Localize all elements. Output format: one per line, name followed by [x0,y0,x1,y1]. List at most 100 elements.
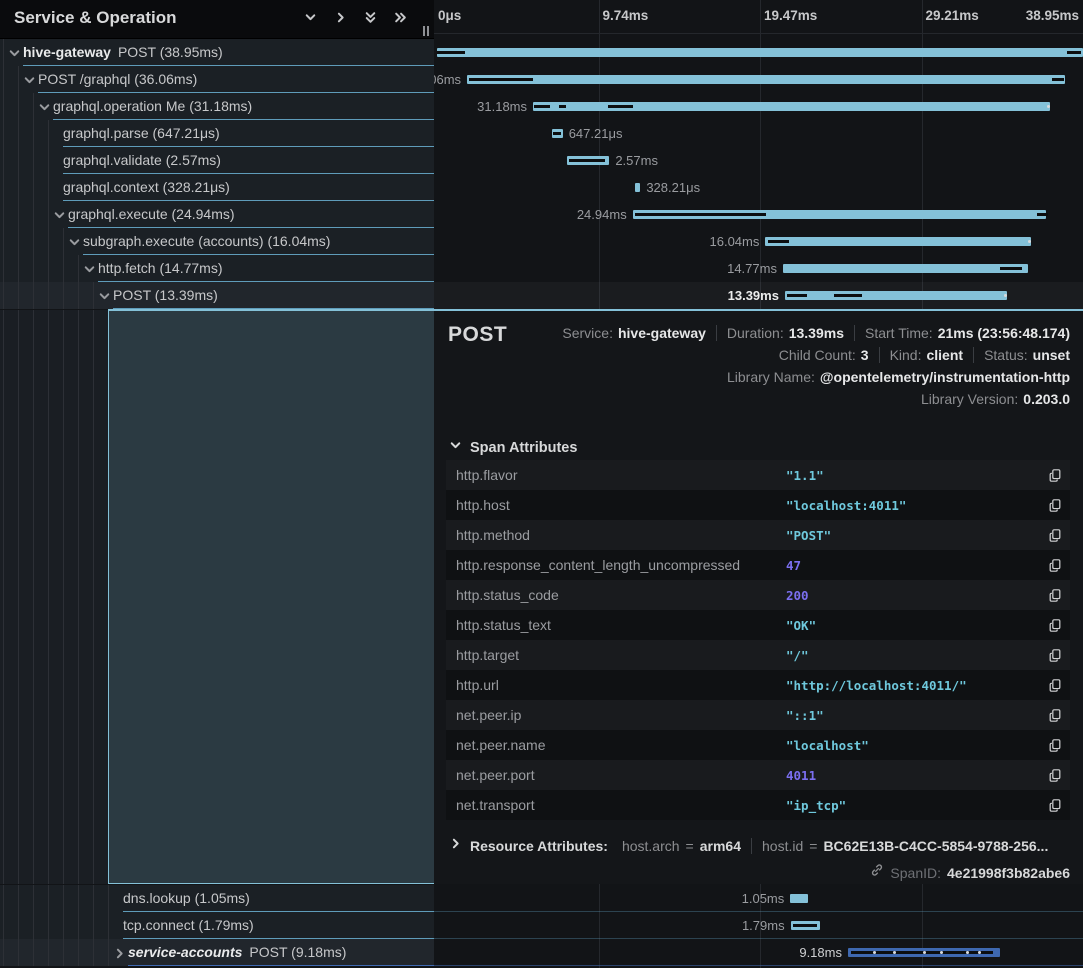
span-row[interactable]: subgraph.execute (accounts) (16.04ms) 16.… [0,228,1083,255]
attribute-row: http.url"http://localhost:4011/" [446,670,1070,700]
span-name: POST (13.39ms) [113,282,218,309]
duration-bar[interactable] [567,156,610,165]
span-row-name-cell[interactable]: hive-gatewayPOST (38.95ms) [0,39,434,66]
span-row-name-cell[interactable]: graphql.context (328.21μs) [0,174,434,201]
attribute-row: net.peer.port4011 [446,760,1070,790]
duration-bar[interactable] [633,210,1047,219]
indent-guide [18,147,19,174]
copy-icon[interactable] [1040,738,1070,753]
column-resize-grip[interactable] [423,26,429,36]
child-span-tick [834,294,861,297]
chevron-down-icon[interactable] [83,263,94,274]
span-row-timeline-cell[interactable]: 24.94ms [434,201,1083,228]
span-name: http.fetch (14.77ms) [98,255,223,282]
span-row-name-cell[interactable]: graphql.parse (647.21μs) [0,120,434,147]
copy-icon[interactable] [1040,498,1070,513]
span-row-timeline-cell[interactable]: 14.77ms [434,255,1083,282]
span-row-name-cell[interactable]: subgraph.execute (accounts) (16.04ms) [0,228,434,255]
duration-bar[interactable] [791,921,821,930]
chevron-right-icon[interactable] [334,11,347,24]
chevron-down-icon[interactable] [68,236,79,247]
indent-guide [33,201,34,228]
attribute-key: http.url [446,677,786,693]
chevron-down-icon[interactable] [8,47,19,58]
span-row[interactable]: tcp.connect (1.79ms)1.79ms [0,912,1083,939]
duration-bar[interactable] [765,237,1031,246]
span-row-name-cell[interactable]: graphql.validate (2.57ms) [0,147,434,174]
attribute-row: http.status_text"OK" [446,610,1070,640]
span-row[interactable]: graphql.validate (2.57ms)2.57ms [0,147,1083,174]
span-row-name-cell[interactable]: tcp.connect (1.79ms) [0,912,434,939]
chevron-down-icon[interactable] [38,101,49,112]
span-row-name-cell[interactable]: POST (13.39ms) [0,282,434,309]
span-attributes-header[interactable]: Span Attributes [449,439,577,456]
duration-bar[interactable] [552,129,563,138]
copy-icon[interactable] [1040,588,1070,603]
span-row-timeline-cell[interactable]: 9.18ms [434,939,1083,966]
span-row[interactable]: POST (13.39ms) 13.39ms [0,282,1083,309]
indent-guide [3,282,4,309]
span-row-timeline-cell[interactable]: 16.04ms [434,228,1083,255]
span-row[interactable]: graphql.operation Me (31.18ms)31.18ms [0,93,1083,120]
operation-name: subgraph.execute (accounts) (16.04ms) [83,233,330,249]
resource-attribute-value: arm64 [700,838,741,854]
span-row-timeline-cell[interactable]: 328.21μs [434,174,1083,201]
duration-bar[interactable] [848,948,1000,957]
span-row[interactable]: service-accountsPOST (9.18ms)9.18ms [0,939,1083,966]
span-row[interactable]: graphql.context (328.21μs)328.21μs [0,174,1083,201]
span-row-name-cell[interactable]: graphql.execute (24.94ms) [0,201,434,228]
span-row[interactable]: hive-gatewayPOST (38.95ms) [0,39,1083,66]
span-row-name-cell[interactable]: POST /graphql (36.06ms) [0,66,434,93]
operation-name: dns.lookup (1.05ms) [123,890,250,906]
copy-icon[interactable] [1040,648,1070,663]
span-row-timeline-cell[interactable]: 647.21μs [434,120,1083,147]
span-row-timeline-cell[interactable]: 1.79ms [434,912,1083,939]
meta-label: Service: [562,325,613,341]
span-row-name-cell[interactable]: dns.lookup (1.05ms) [0,885,434,912]
chevron-right-icon[interactable] [113,947,124,958]
double-chevron-right-icon[interactable] [394,11,407,24]
duration-bar[interactable] [790,894,807,903]
span-row-timeline-cell[interactable]: 1.05ms [434,885,1083,912]
duration-bar[interactable] [785,291,1007,300]
chevron-down-icon[interactable] [304,11,317,24]
span-row-timeline-cell[interactable] [434,39,1083,66]
chevron-down-icon[interactable] [53,209,64,220]
copy-icon[interactable] [1040,678,1070,693]
span-row-timeline-cell[interactable]: 2.57ms [434,147,1083,174]
span-row-name-cell[interactable]: http.fetch (14.77ms) [0,255,434,282]
duration-bar[interactable] [783,264,1028,273]
double-chevron-down-icon[interactable] [364,11,377,24]
copy-icon[interactable] [1040,468,1070,483]
span-row-timeline-cell[interactable]: 36.06ms [434,66,1083,93]
span-row[interactable]: POST /graphql (36.06ms)36.06ms [0,66,1083,93]
span-row-name-cell[interactable]: graphql.operation Me (31.18ms) [0,93,434,120]
duration-bar[interactable] [437,48,1083,57]
duration-bar[interactable] [533,102,1050,111]
span-row-timeline-cell[interactable]: 31.18ms [434,93,1083,120]
copy-icon[interactable] [1040,798,1070,813]
copy-icon[interactable] [1040,708,1070,723]
copy-icon[interactable] [1040,558,1070,573]
span-row-name-cell[interactable]: service-accountsPOST (9.18ms) [0,939,434,966]
duration-bar[interactable] [467,75,1065,84]
indent-guide [3,912,4,939]
chevron-down-icon[interactable] [23,74,34,85]
span-row[interactable]: graphql.parse (647.21μs)647.21μs [0,120,1083,147]
copy-icon[interactable] [1040,618,1070,633]
indent-guide [48,255,49,282]
copy-icon[interactable] [1040,768,1070,783]
span-row[interactable]: http.fetch (14.77ms) 14.77ms [0,255,1083,282]
indent-guide [48,201,49,228]
duration-bar[interactable] [635,183,640,192]
attribute-value: "localhost:4011" [786,498,1040,513]
link-icon[interactable] [870,863,884,882]
trace-viewer: 0μs9.74ms19.47ms29.21ms38.95ms hive-gate… [0,0,1083,968]
span-row-timeline-cell[interactable]: 13.39ms [434,282,1083,309]
span-row[interactable]: graphql.execute (24.94ms)24.94ms [0,201,1083,228]
span-row[interactable]: dns.lookup (1.05ms) 1.05ms [0,885,1083,912]
copy-icon[interactable] [1040,528,1070,543]
resource-attributes-row[interactable]: Resource Attributes: host.arch=arm64host… [449,835,1048,857]
indent-guide [93,939,94,966]
chevron-down-icon[interactable] [98,290,109,301]
